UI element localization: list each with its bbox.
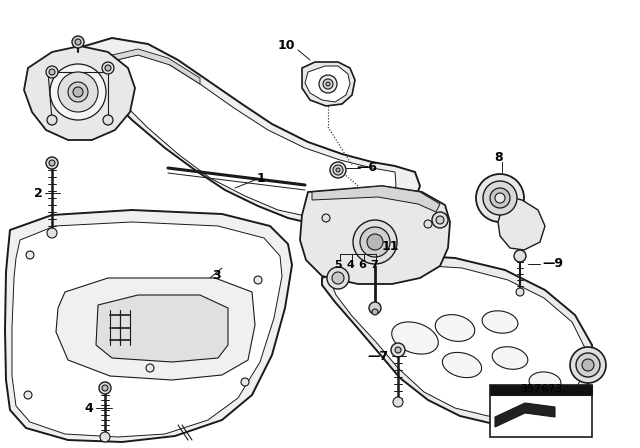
- Circle shape: [369, 302, 381, 314]
- Circle shape: [73, 87, 83, 97]
- Polygon shape: [24, 46, 135, 140]
- Circle shape: [326, 82, 330, 86]
- Polygon shape: [108, 49, 200, 84]
- Circle shape: [58, 72, 98, 112]
- Polygon shape: [56, 278, 255, 380]
- Text: 5: 5: [334, 260, 342, 270]
- Text: 3: 3: [212, 268, 221, 281]
- Circle shape: [490, 188, 510, 208]
- Text: 4: 4: [346, 260, 354, 270]
- Text: 357673: 357673: [520, 384, 562, 394]
- Circle shape: [391, 343, 405, 357]
- Ellipse shape: [529, 372, 561, 392]
- Circle shape: [319, 75, 337, 93]
- Circle shape: [322, 214, 330, 222]
- Text: 10: 10: [278, 39, 296, 52]
- Bar: [490, 385, 592, 437]
- Circle shape: [582, 359, 594, 371]
- Circle shape: [495, 193, 505, 203]
- Circle shape: [49, 69, 55, 75]
- Circle shape: [46, 66, 58, 78]
- Polygon shape: [5, 210, 292, 442]
- Circle shape: [103, 115, 113, 125]
- Circle shape: [576, 353, 600, 377]
- Text: —9: —9: [542, 257, 563, 270]
- Circle shape: [333, 165, 343, 175]
- Polygon shape: [332, 265, 585, 416]
- Circle shape: [514, 250, 526, 262]
- Circle shape: [360, 227, 390, 257]
- Text: 8: 8: [495, 151, 503, 164]
- Circle shape: [436, 216, 444, 224]
- Text: 6: 6: [358, 260, 366, 270]
- Circle shape: [424, 220, 432, 228]
- Ellipse shape: [435, 314, 475, 341]
- Bar: [490, 385, 592, 395]
- Circle shape: [332, 272, 344, 284]
- Circle shape: [570, 347, 606, 383]
- Circle shape: [393, 397, 403, 407]
- Circle shape: [336, 168, 340, 172]
- Ellipse shape: [442, 353, 482, 378]
- Circle shape: [99, 382, 111, 394]
- Polygon shape: [498, 196, 545, 250]
- Polygon shape: [322, 255, 594, 424]
- Circle shape: [476, 174, 524, 222]
- Polygon shape: [100, 55, 396, 218]
- Circle shape: [26, 251, 34, 259]
- Circle shape: [241, 378, 249, 386]
- Ellipse shape: [392, 322, 438, 354]
- Circle shape: [50, 64, 106, 120]
- Ellipse shape: [492, 347, 528, 369]
- Polygon shape: [305, 66, 350, 102]
- Circle shape: [46, 157, 58, 169]
- Circle shape: [75, 39, 81, 45]
- Text: —6: —6: [356, 160, 377, 173]
- Text: 7: 7: [370, 260, 378, 270]
- Circle shape: [395, 347, 401, 353]
- Circle shape: [68, 82, 88, 102]
- Circle shape: [47, 115, 57, 125]
- Polygon shape: [96, 295, 228, 362]
- Polygon shape: [78, 38, 420, 226]
- Circle shape: [323, 79, 333, 89]
- Circle shape: [47, 228, 57, 238]
- Circle shape: [102, 62, 114, 74]
- Circle shape: [100, 432, 110, 442]
- Circle shape: [330, 162, 346, 178]
- Circle shape: [105, 65, 111, 71]
- Circle shape: [353, 220, 397, 264]
- Circle shape: [72, 36, 84, 48]
- Text: 4: 4: [84, 401, 93, 414]
- Circle shape: [102, 385, 108, 391]
- Circle shape: [24, 391, 32, 399]
- Polygon shape: [302, 62, 355, 106]
- Text: 2: 2: [34, 186, 43, 199]
- Polygon shape: [12, 222, 282, 437]
- Circle shape: [367, 234, 383, 250]
- Circle shape: [483, 181, 517, 215]
- Text: 1: 1: [257, 172, 266, 185]
- Text: —7: —7: [367, 349, 388, 362]
- Polygon shape: [300, 186, 450, 284]
- Polygon shape: [495, 403, 555, 427]
- Circle shape: [327, 267, 349, 289]
- Circle shape: [49, 160, 55, 166]
- Circle shape: [254, 276, 262, 284]
- Polygon shape: [312, 186, 440, 212]
- Circle shape: [432, 212, 448, 228]
- Ellipse shape: [482, 311, 518, 333]
- Circle shape: [372, 309, 378, 315]
- Text: 11: 11: [382, 240, 399, 253]
- Circle shape: [146, 364, 154, 372]
- Circle shape: [516, 288, 524, 296]
